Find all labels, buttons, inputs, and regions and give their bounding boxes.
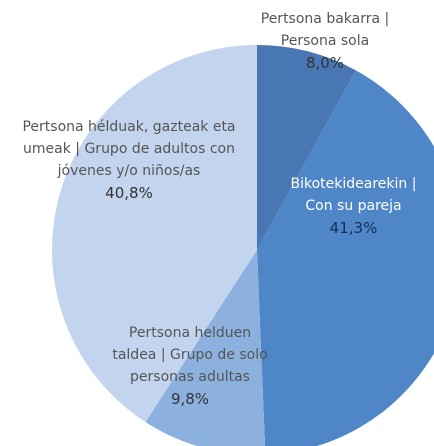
category-label: Bikotekidearekin | Con su pareja	[290, 176, 417, 214]
category-label: Pertsona helduen taldea | Grupo de solo …	[112, 325, 268, 385]
value-label: 41,3%	[329, 219, 378, 237]
pie-slice	[145, 250, 266, 446]
pie-slice	[52, 45, 257, 422]
slice-label: Pertsona hélduak, gazteak eta umeak | Gr…	[4, 116, 254, 204]
value-label: 8,0%	[305, 54, 345, 72]
category-label: Pertsona bakarra | Persona sola	[260, 11, 390, 49]
category-label: Pertsona hélduak, gazteak eta umeak | Gr…	[22, 119, 236, 179]
value-label: 40,8%	[105, 184, 153, 202]
slice-label: Pertsona bakarra | Persona sola 8,0%	[245, 8, 405, 74]
value-label: 9,8%	[170, 390, 210, 408]
slice-label: Bikotekidearekin | Con su pareja 41,3%	[276, 173, 431, 239]
slice-label: Pertsona helduen taldea | Grupo de solo …	[110, 322, 270, 410]
pie-slice	[257, 45, 356, 250]
pie-slice	[257, 70, 434, 446]
